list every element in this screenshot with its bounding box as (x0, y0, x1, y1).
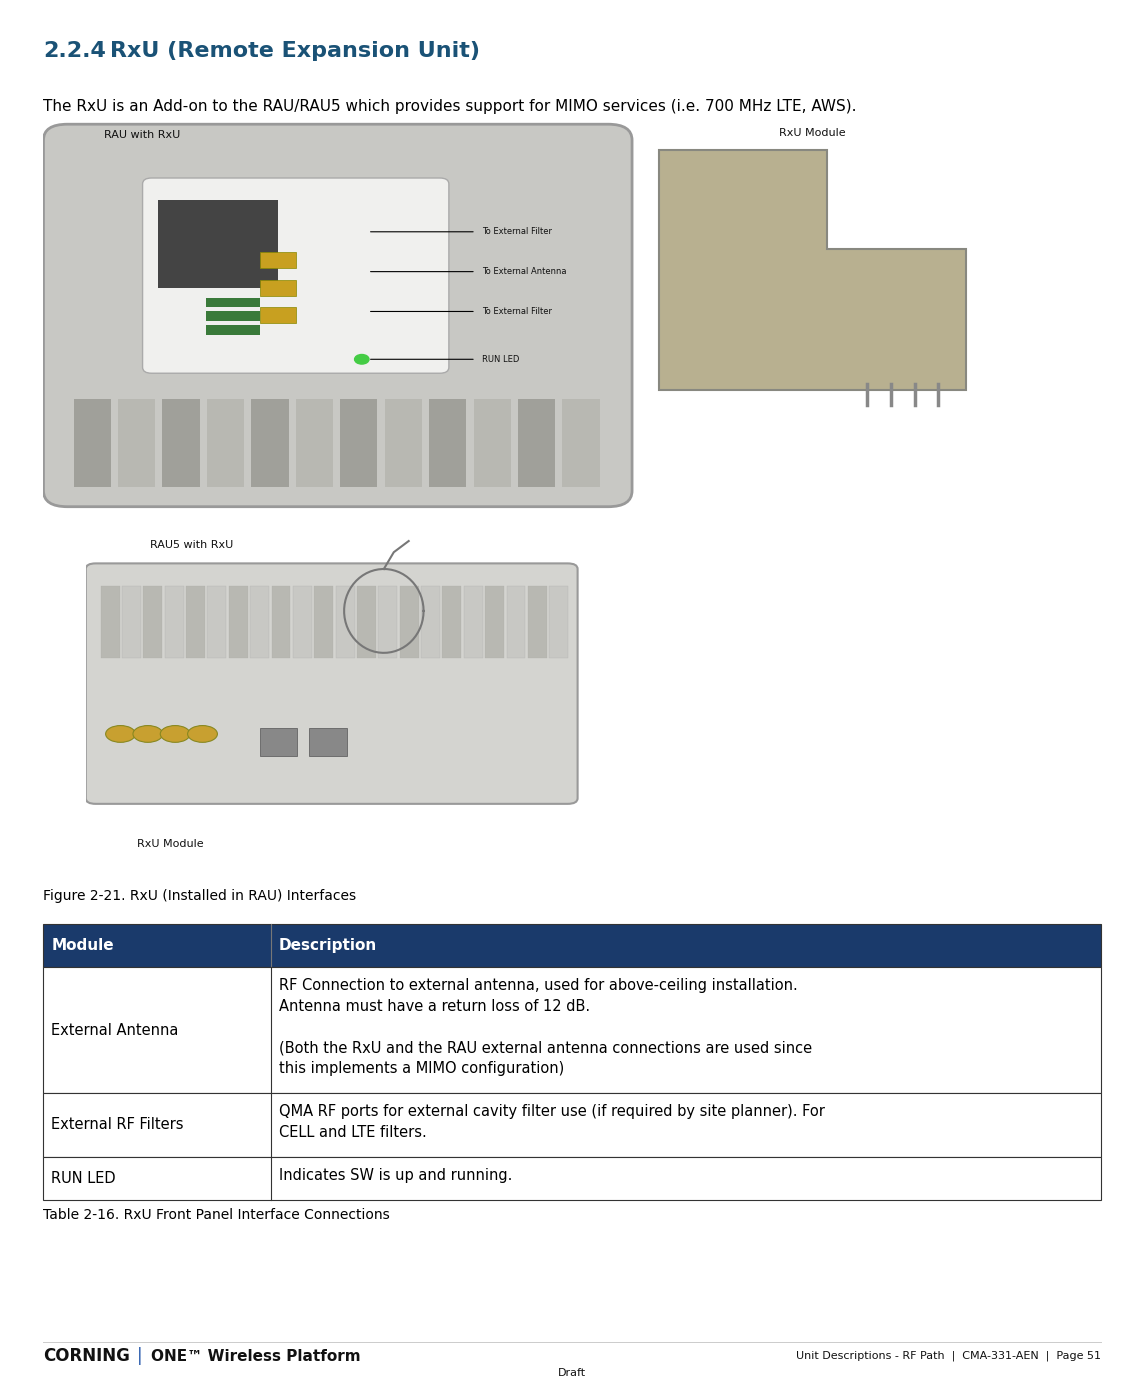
Bar (463, 586, 483, 658)
Bar (340, 400, 378, 487)
Text: RAU5 with RxU: RAU5 with RxU (150, 540, 233, 549)
Bar (207, 400, 244, 487)
Bar (158, 200, 278, 288)
Bar (206, 312, 260, 322)
Text: CELL and LTE filters.: CELL and LTE filters. (279, 1125, 427, 1139)
Text: RUN LED: RUN LED (51, 1170, 116, 1186)
Text: 2.2.4: 2.2.4 (43, 41, 106, 60)
Bar (357, 586, 376, 658)
Bar (101, 586, 119, 658)
Bar (43, 924, 1101, 967)
Bar (429, 400, 467, 487)
Bar (251, 586, 269, 658)
Bar (296, 400, 333, 487)
Bar (260, 308, 296, 323)
Text: ONE™ Wireless Platform: ONE™ Wireless Platform (151, 1349, 360, 1363)
Text: RxU Module: RxU Module (137, 839, 204, 850)
Text: The RxU is an Add-on to the RAU/RAU5 which provides support for MIMO services (i: The RxU is an Add-on to the RAU/RAU5 whi… (43, 99, 857, 115)
Text: |: | (137, 1348, 143, 1364)
Bar (206, 298, 260, 308)
Bar (206, 326, 260, 336)
Text: RF Connection to external antenna, used for above-ceiling installation.: RF Connection to external antenna, used … (279, 979, 797, 994)
Text: Draft: Draft (558, 1367, 586, 1378)
Text: To External Antenna: To External Antenna (482, 267, 566, 277)
FancyBboxPatch shape (143, 178, 448, 373)
Bar (162, 400, 200, 487)
Bar (507, 586, 525, 658)
Text: External Antenna: External Antenna (51, 1022, 178, 1037)
Text: RUN LED: RUN LED (482, 355, 519, 363)
Bar (43, 967, 1101, 1093)
Text: RxU Module: RxU Module (779, 127, 845, 137)
Text: To External Filter: To External Filter (482, 308, 551, 316)
Circle shape (133, 726, 162, 742)
Bar (118, 400, 156, 487)
Bar (399, 586, 419, 658)
Bar (143, 586, 162, 658)
Text: (Both the RxU and the RAU external antenna connections are used since: (Both the RxU and the RAU external anten… (279, 1040, 812, 1055)
Circle shape (105, 726, 135, 742)
Bar (252, 400, 288, 487)
Bar (165, 586, 184, 658)
Bar (384, 400, 422, 487)
Bar (485, 586, 505, 658)
Text: CORNING: CORNING (43, 1348, 130, 1364)
Text: Figure 2-21. RxU (Installed in RAU) Interfaces: Figure 2-21. RxU (Installed in RAU) Inte… (43, 889, 357, 903)
Text: RAU with RxU: RAU with RxU (104, 130, 180, 140)
Text: Table 2-16. RxU Front Panel Interface Connections: Table 2-16. RxU Front Panel Interface Co… (43, 1208, 390, 1222)
Bar (527, 586, 547, 658)
Bar (518, 400, 555, 487)
Bar (474, 400, 510, 487)
Text: QMA RF ports for external cavity filter use (if required by site planner). For: QMA RF ports for external cavity filter … (279, 1104, 825, 1120)
Bar (549, 586, 569, 658)
Circle shape (355, 355, 370, 363)
Text: this implements a MIMO configuration): this implements a MIMO configuration) (279, 1061, 564, 1076)
Bar (260, 280, 296, 295)
Circle shape (188, 726, 217, 742)
Text: Antenna must have a return loss of 12 dB.: Antenna must have a return loss of 12 dB… (279, 1000, 590, 1014)
Bar (73, 400, 111, 487)
FancyBboxPatch shape (43, 124, 633, 506)
Polygon shape (659, 150, 966, 390)
Bar (122, 586, 141, 658)
Bar (186, 586, 205, 658)
Bar (309, 728, 347, 756)
Bar (229, 586, 248, 658)
Bar (335, 586, 355, 658)
Bar (43, 1093, 1101, 1156)
Bar (260, 252, 296, 267)
Bar (260, 728, 297, 756)
Text: To External Filter: To External Filter (482, 228, 551, 236)
Bar (443, 586, 461, 658)
Text: RxU (Remote Expansion Unit): RxU (Remote Expansion Unit) (110, 41, 479, 60)
Bar (207, 586, 227, 658)
Text: Indicates SW is up and running.: Indicates SW is up and running. (279, 1167, 513, 1183)
Bar (563, 400, 599, 487)
Bar (43, 1156, 1101, 1199)
Bar (315, 586, 333, 658)
Text: External RF Filters: External RF Filters (51, 1117, 184, 1132)
Text: Module: Module (51, 938, 114, 953)
Bar (271, 586, 291, 658)
Text: Unit Descriptions - RF Path  |  CMA-331-AEN  |  Page 51: Unit Descriptions - RF Path | CMA-331-AE… (795, 1350, 1101, 1362)
FancyBboxPatch shape (86, 563, 578, 804)
Bar (293, 586, 312, 658)
Text: Description: Description (279, 938, 378, 953)
Bar (379, 586, 397, 658)
Bar (421, 586, 440, 658)
Circle shape (160, 726, 190, 742)
